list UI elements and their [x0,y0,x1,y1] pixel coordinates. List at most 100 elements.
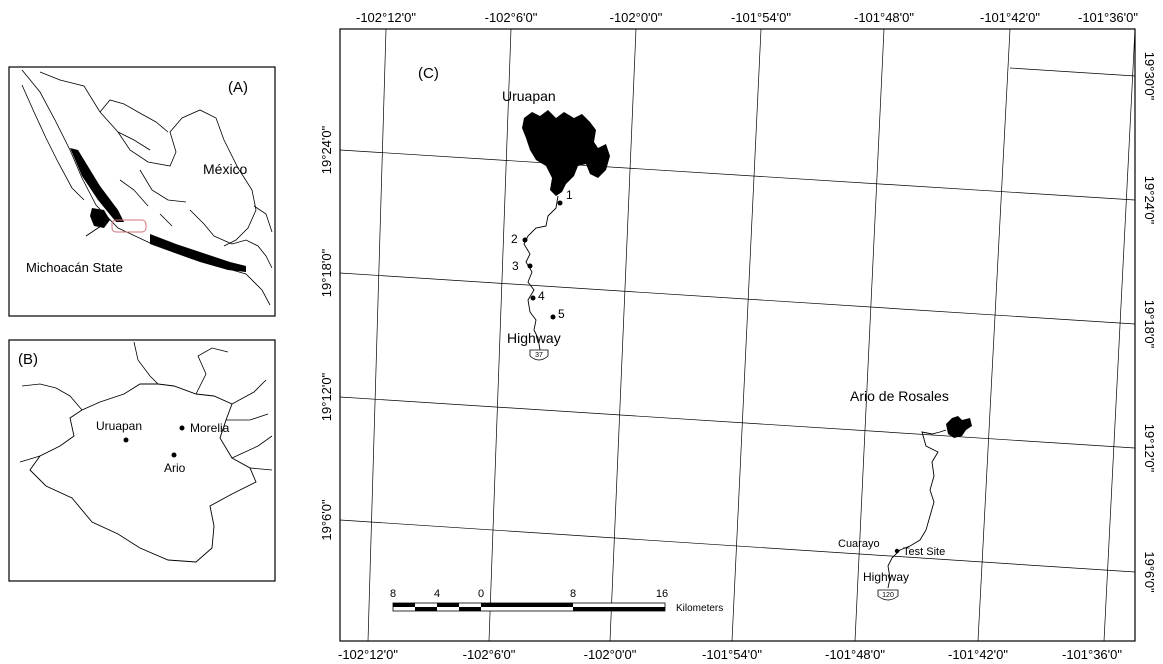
site-marker [557,200,563,206]
state-label: Michoacán State [26,260,123,275]
lon-label-bottom: -102°12'0" [338,647,398,662]
scale-segment [573,607,665,611]
lat-label-right: 19°30'0" [1142,52,1157,101]
site-label: 1 [566,188,573,202]
scale-segment [415,607,437,611]
lat-label-right: 19°6'0" [1142,551,1157,593]
lat-label-left: 19°24'0" [319,125,334,174]
lon-label-bottom: -102°0'0" [584,647,637,662]
lon-label-bottom: -101°42'0" [948,647,1008,662]
scale-segment [437,603,459,607]
panel-c: 1 2 3 4 5 (C) Uruapan Highway Ario de Ro… [319,10,1157,662]
lat-label-right: 19°24'0" [1142,176,1157,225]
parallel [339,519,1136,573]
state-pointer-line [85,223,105,237]
study-area-box [111,219,147,233]
ario-marker [171,452,177,458]
highway-shield-120: 120 [877,589,899,601]
right-latitude-labels: 19°30'0" 19°24'0" 19°18'0" 19°12'0" 19°6… [1142,52,1157,593]
lat-label-left: 19°6'0" [319,499,334,541]
coastal-belt [150,234,246,272]
lon-label-bottom: -101°48'0" [825,647,885,662]
site-label: 2 [511,232,518,246]
city-label-morelia: Morelia [190,421,230,435]
lon-label-top: -102°12'0" [356,10,416,25]
mexico-outline [21,69,271,306]
left-latitude-labels: 19°24'0" 19°18'0" 19°12'0" 19°6'0" [319,125,334,540]
site-marker [530,295,536,301]
meridian [488,28,512,642]
site-label: 4 [538,289,545,303]
lat-label-left: 19°18'0" [319,248,334,297]
ario-urban-area [946,416,972,438]
lat-label-right: 19°18'0" [1142,300,1157,349]
highway-120 [887,429,947,589]
parallel [339,396,1136,449]
site-marker [550,314,556,320]
test-site-label: Test Site [903,546,945,558]
country-label: México [203,161,248,177]
meridian [1103,28,1136,642]
morelia-marker [179,425,185,431]
test-site-marker [894,548,900,554]
panel-a: (A) México Michoacán State [8,66,276,317]
panel-c-label: (C) [418,65,439,82]
lon-label-top: -101°54'0" [731,10,791,25]
panel-a-frame [8,66,276,317]
lon-label-bottom: -101°36'0" [1062,647,1122,662]
site-label: 5 [558,307,565,321]
highway-shield-37: 37 [529,349,549,361]
panel-b-label: (B) [18,351,38,368]
bottom-longitude-labels: -102°12'0" -102°6'0" -102°0'0" -101°54'0… [338,647,1122,662]
lon-label-bottom: -102°6'0" [463,647,516,662]
city-label-uruapan: Uruapan [96,419,142,433]
scale-tick-label: 8 [570,588,576,600]
parallel [1009,67,1136,77]
place-label-uruapan: Uruapan [502,88,556,104]
panel-b-frame [8,339,276,582]
site-label: 3 [512,259,519,273]
lon-label-top: -101°48'0" [854,10,914,25]
central-america-outline [231,205,273,269]
shield-icon [877,589,899,601]
lat-label-left: 19°12'0" [319,372,334,421]
highway-label: Highway [863,570,909,584]
scale-tick-label: 0 [478,588,484,600]
lon-label-bottom: -101°54'0" [702,647,762,662]
neighbor-borders [19,341,273,471]
place-label-ario: Ario de Rosales [850,388,949,404]
site-marker [522,237,528,243]
city-label-ario: Ario [164,461,186,475]
meridian [367,28,387,642]
uruapan-marker [123,437,129,443]
lon-label-top: -101°42'0" [980,10,1040,25]
scale-segment [459,607,481,611]
graticule [339,28,1136,642]
scale-segment [481,603,573,607]
highway-label: Highway [507,330,561,346]
panel-b: (B) Uruapan Morelia Ario [8,339,276,582]
parallel [339,149,1136,201]
uruapan-urban-area [522,110,610,196]
lon-label-top: -102°0'0" [610,10,663,25]
scale-tick-label: 4 [434,588,440,600]
meridian [609,28,637,642]
scale-bar: 8 4 0 8 16 Kilometers [390,588,723,614]
scale-tick-label: 16 [656,588,668,600]
shield-icon [529,349,549,361]
place-label-cuarayo: Cuarayo [838,538,880,550]
scale-segment [393,603,415,607]
lat-label-right: 19°12'0" [1142,424,1157,473]
michoacan-fill [90,208,110,228]
volcanic-belt [70,148,124,222]
meridian [977,28,1011,642]
sampling-sites [522,200,900,554]
site-marker [527,263,533,269]
top-longitude-labels: -102°12'0" -102°6'0" -102°0'0" -101°54'0… [356,10,1138,25]
shield-number: 120 [882,592,894,599]
shield-number: 37 [535,352,543,359]
lon-label-top: -101°36'0" [1078,10,1138,25]
panel-a-label: (A) [228,79,248,96]
scale-unit-label: Kilometers [676,603,723,614]
